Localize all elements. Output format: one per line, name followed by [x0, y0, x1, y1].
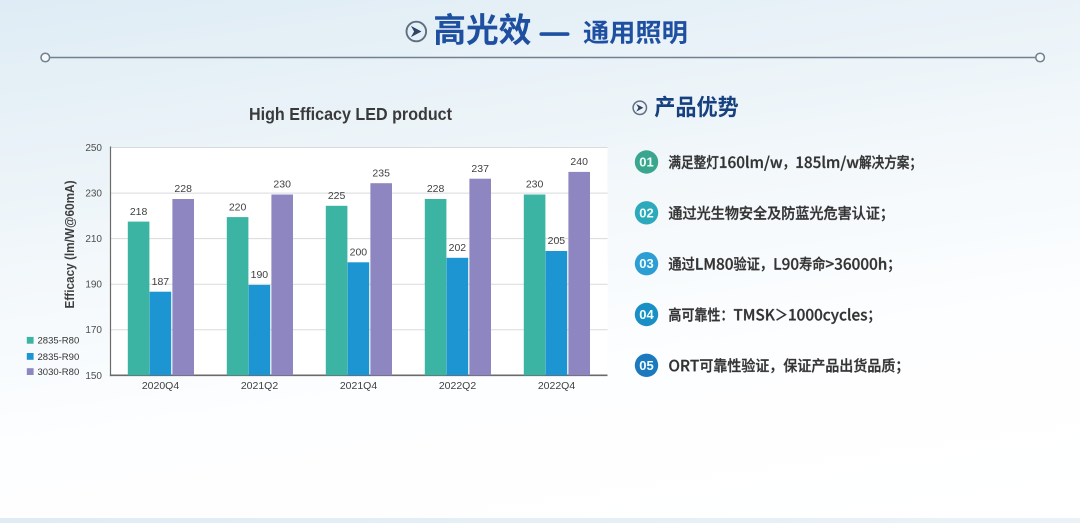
svg-text:2022Q2: 2022Q2 [439, 380, 477, 392]
svg-text:228: 228 [427, 183, 445, 195]
svg-text:205: 205 [548, 235, 566, 247]
svg-text:235: 235 [372, 167, 390, 179]
svg-text:2020Q4: 2020Q4 [142, 380, 180, 392]
svg-text:01: 01 [639, 155, 653, 170]
svg-text:218: 218 [130, 206, 148, 218]
svg-text:190: 190 [251, 269, 269, 281]
svg-text:High Efficacy LED product: High Efficacy LED product [249, 104, 452, 124]
svg-text:3030-R80: 3030-R80 [38, 367, 80, 378]
svg-text:220: 220 [229, 201, 247, 213]
svg-text:230: 230 [526, 179, 544, 191]
svg-text:2022Q4: 2022Q4 [538, 380, 576, 392]
svg-text:04: 04 [639, 307, 654, 322]
svg-text:150: 150 [85, 371, 102, 382]
svg-text:02: 02 [639, 205, 653, 220]
svg-text:Efficacy (lm/W@60mA): Efficacy (lm/W@60mA) [63, 181, 77, 309]
svg-text:200: 200 [350, 247, 368, 259]
svg-text:210: 210 [85, 234, 102, 245]
svg-text:03: 03 [639, 256, 653, 271]
svg-text:228: 228 [174, 183, 192, 195]
svg-text:202: 202 [449, 242, 467, 254]
svg-text:170: 170 [85, 325, 102, 336]
svg-text:2021Q4: 2021Q4 [340, 380, 378, 392]
svg-text:2835-R80: 2835-R80 [38, 336, 80, 347]
svg-text:250: 250 [85, 143, 102, 154]
svg-text:230: 230 [85, 189, 102, 200]
svg-text:2835-R90: 2835-R90 [38, 352, 80, 363]
svg-text:230: 230 [273, 179, 291, 191]
svg-text:190: 190 [85, 280, 102, 291]
svg-text:237: 237 [471, 163, 489, 175]
svg-text:2021Q2: 2021Q2 [241, 380, 279, 392]
svg-text:225: 225 [328, 190, 346, 202]
svg-text:187: 187 [152, 276, 170, 288]
svg-text:05: 05 [639, 358, 653, 373]
svg-text:240: 240 [570, 156, 588, 168]
